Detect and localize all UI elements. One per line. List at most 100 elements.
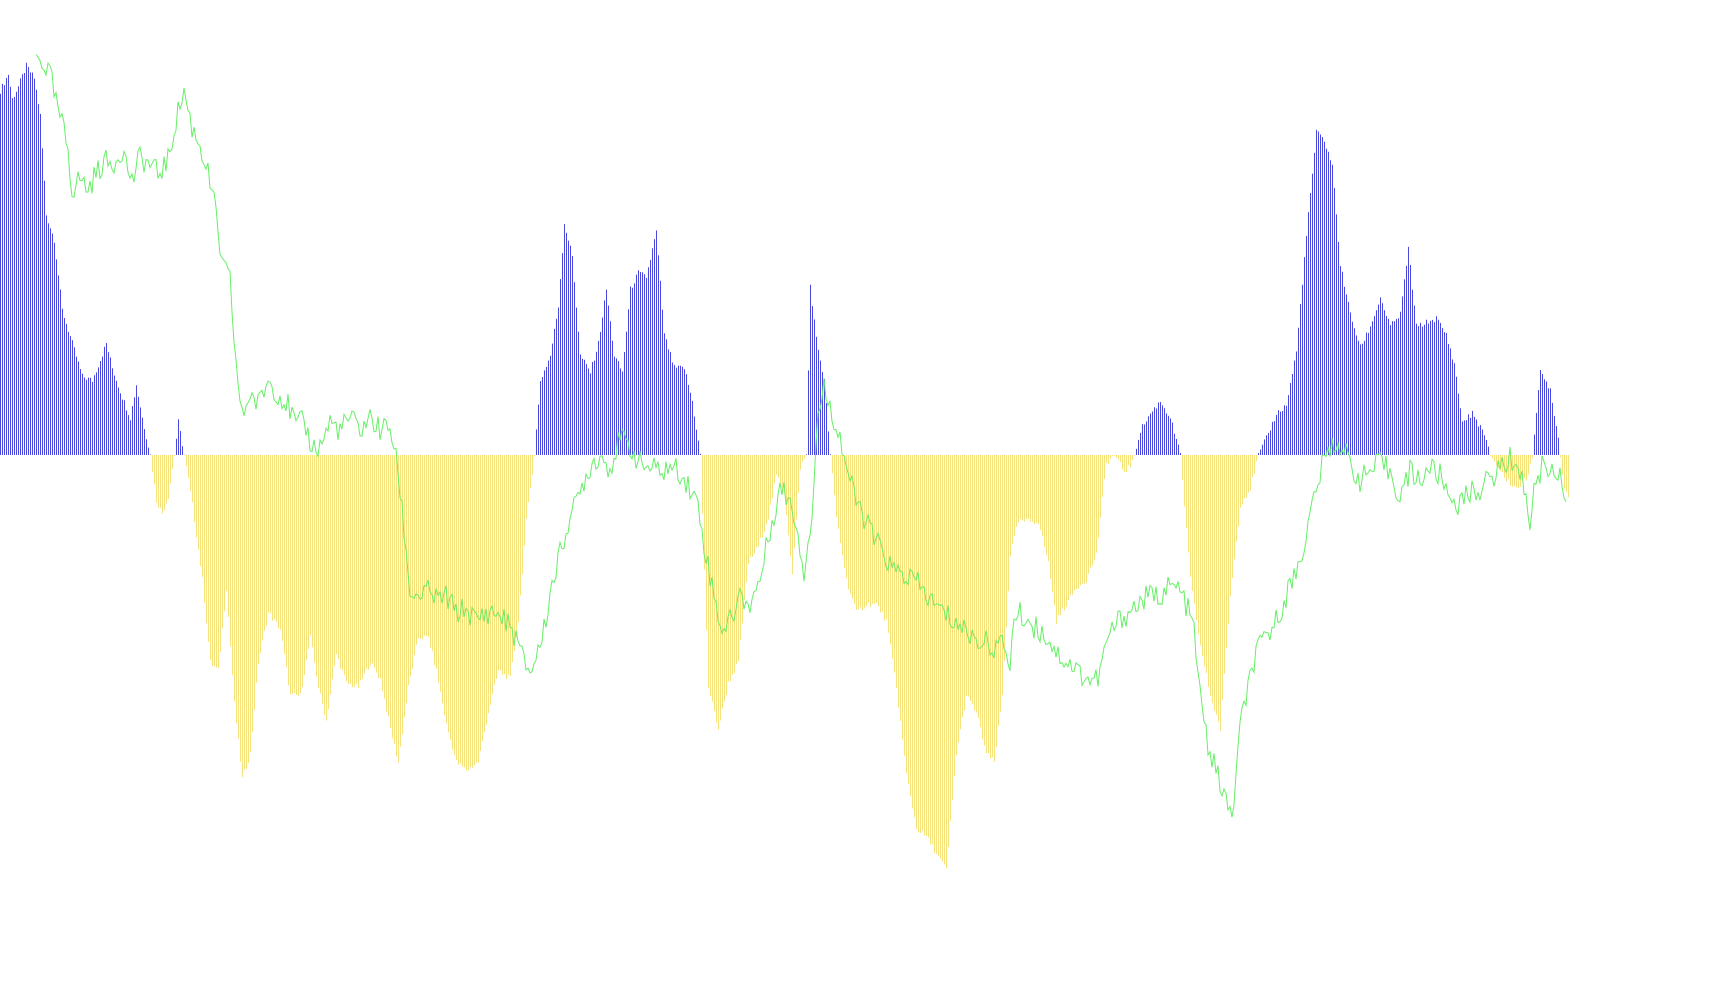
histogram-bar <box>968 455 969 697</box>
histogram-bar <box>126 410 127 455</box>
histogram-bar <box>298 455 299 696</box>
histogram-bar <box>270 455 271 614</box>
histogram-bar <box>664 333 665 455</box>
histogram-bar <box>190 455 191 491</box>
histogram-bar <box>1556 426 1557 455</box>
histogram-bar <box>52 233 53 455</box>
histogram-bar <box>808 370 809 455</box>
histogram-bar <box>12 98 13 455</box>
histogram-bar <box>832 455 833 474</box>
histogram-bar <box>134 397 135 455</box>
histogram-bar <box>302 455 303 688</box>
histogram-bar <box>1028 455 1029 519</box>
histogram-bar <box>1244 455 1245 499</box>
histogram-bar <box>1274 421 1275 455</box>
histogram-bar <box>432 455 433 652</box>
histogram-bar <box>2 83 3 456</box>
histogram-bar <box>1144 424 1145 455</box>
histogram-bar <box>300 455 301 694</box>
histogram-bar <box>482 455 483 741</box>
histogram-bar <box>1070 455 1071 595</box>
histogram-bar <box>692 400 693 455</box>
histogram-bar <box>1284 405 1285 455</box>
histogram-bar <box>764 455 765 532</box>
histogram-bar <box>226 455 227 591</box>
histogram-bar <box>798 455 799 493</box>
histogram-bar <box>1026 455 1027 519</box>
histogram-bar <box>242 455 243 778</box>
histogram-bar <box>202 455 203 577</box>
histogram-bar <box>1170 418 1171 455</box>
histogram-bar <box>336 455 337 655</box>
histogram-bar <box>164 455 165 511</box>
histogram-bar <box>350 455 351 684</box>
histogram-bar <box>506 455 507 680</box>
histogram-bar <box>1400 311 1401 455</box>
histogram-bar <box>1480 425 1481 455</box>
histogram-bar <box>428 455 429 638</box>
histogram-bar <box>104 346 105 455</box>
histogram-bar <box>898 455 899 708</box>
histogram-bar <box>316 455 317 677</box>
histogram-bar <box>892 455 893 659</box>
histogram-bar <box>1486 440 1487 455</box>
histogram-bar <box>1558 437 1559 455</box>
histogram-bar <box>1082 455 1083 584</box>
histogram-bar <box>586 364 587 455</box>
histogram-bar <box>778 455 779 478</box>
histogram-bar <box>1246 455 1247 498</box>
histogram-bar <box>1554 416 1555 455</box>
histogram-bar <box>680 365 681 455</box>
histogram-bar <box>454 455 455 755</box>
histogram-bar <box>564 224 565 455</box>
histogram-bar <box>1238 455 1239 526</box>
histogram-bar <box>84 377 85 455</box>
histogram-bar <box>816 336 817 455</box>
histogram-bar <box>1172 422 1173 455</box>
histogram-bar <box>466 455 467 772</box>
histogram-bar <box>1352 321 1353 455</box>
histogram-bar <box>366 455 367 669</box>
histogram-bar <box>340 455 341 669</box>
histogram-bar <box>1166 413 1167 455</box>
histogram-bar <box>1248 455 1249 493</box>
histogram-bar <box>138 396 139 455</box>
histogram-bar <box>1380 297 1381 455</box>
histogram-bar <box>476 455 477 763</box>
histogram-bar <box>956 455 957 756</box>
histogram-bar <box>406 455 407 704</box>
histogram-bar <box>254 455 255 710</box>
histogram-bar <box>280 455 281 630</box>
histogram-bar <box>1516 455 1517 488</box>
histogram-bar <box>1164 408 1165 455</box>
histogram-bar <box>1398 318 1399 455</box>
histogram-bar <box>152 455 153 473</box>
histogram-bar <box>1522 455 1523 481</box>
histogram-bar <box>1018 455 1019 523</box>
histogram-bar <box>124 400 125 455</box>
histogram-bar <box>1376 310 1377 455</box>
histogram-bar <box>802 455 803 462</box>
histogram-bar <box>1354 328 1355 455</box>
histogram-bar <box>950 455 951 822</box>
histogram-bar <box>1458 393 1459 455</box>
histogram-bar <box>252 455 253 733</box>
histogram-bar <box>1526 455 1527 481</box>
histogram-bar <box>836 455 837 518</box>
histogram-bar <box>1268 432 1269 455</box>
histogram-bar <box>556 318 557 455</box>
histogram-bar <box>76 356 77 455</box>
histogram-bar <box>106 342 107 455</box>
histogram-bar <box>332 455 333 680</box>
histogram-bar <box>1430 320 1431 455</box>
histogram-bar <box>1452 359 1453 455</box>
histogram-bar <box>604 300 605 455</box>
histogram-bar <box>438 455 439 683</box>
histogram-bar <box>510 455 511 677</box>
histogram-bar <box>288 455 289 686</box>
histogram-bar <box>1506 455 1507 482</box>
histogram-bar <box>1364 340 1365 455</box>
histogram-bar <box>834 455 835 495</box>
histogram-bar <box>1560 455 1561 458</box>
histogram-bar <box>464 455 465 768</box>
